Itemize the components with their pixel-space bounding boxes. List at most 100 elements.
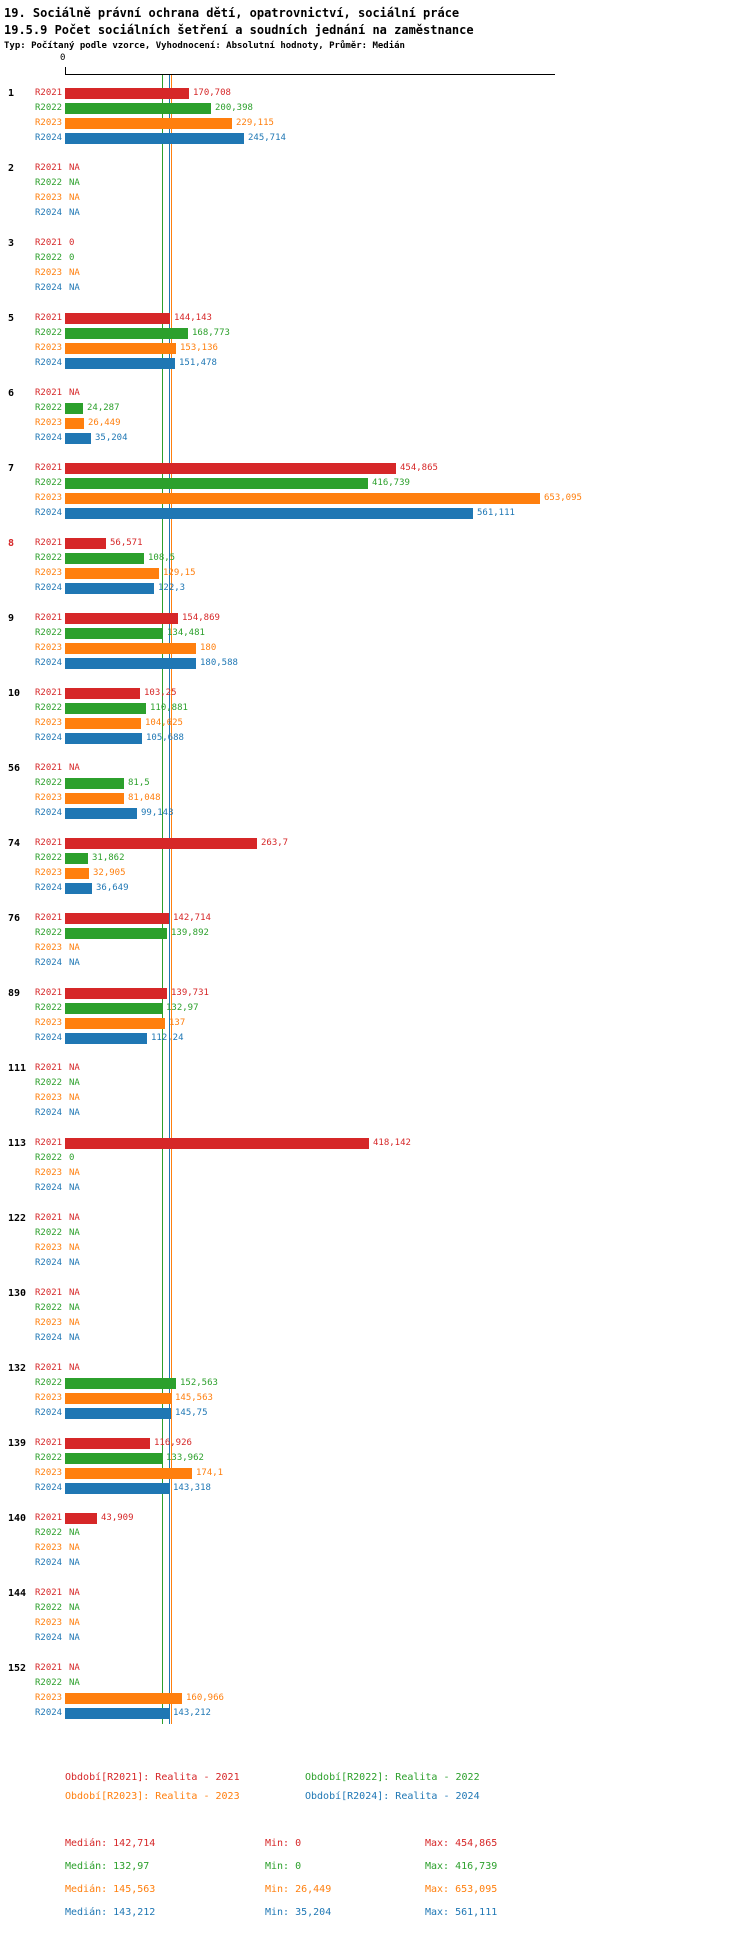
median-line-r2023 [170,75,172,1724]
series-label-10-r2023: R2023 [35,718,63,728]
value-label-74-r2021: 263,7 [261,838,289,848]
value-label-7-r2023: 653,095 [544,493,582,503]
series-label-132-r2023: R2023 [35,1393,63,1403]
value-label-76-r2024: NA [69,958,80,968]
stat-max-r2024: Max: 561,111 [425,1907,498,1918]
series-label-56-r2024: R2024 [35,808,63,818]
value-label-113-r2022: 0 [69,1153,75,1163]
series-label-140-r2023: R2023 [35,1543,63,1553]
series-label-130-r2023: R2023 [35,1318,63,1328]
value-label-7-r2022: 416,739 [372,478,410,488]
value-label-74-r2024: 36,649 [96,883,129,893]
value-label-76-r2023: NA [69,943,80,953]
series-label-144-r2022: R2022 [35,1603,63,1613]
value-label-111-r2021: NA [69,1063,80,1073]
legend-item-r2023: Období[R2023]: Realita - 2023 [65,1791,240,1802]
series-label-10-r2024: R2024 [35,733,63,743]
bar-89-r2021 [65,988,167,999]
series-label-111-r2021: R2021 [35,1063,63,1073]
series-label-111-r2023: R2023 [35,1093,63,1103]
series-label-122-r2024: R2024 [35,1258,63,1268]
value-label-130-r2024: NA [69,1333,80,1343]
bar-89-r2024 [65,1033,147,1044]
value-label-144-r2024: NA [69,1633,80,1643]
value-label-5-r2024: 151,478 [179,358,217,368]
bar-7-r2024 [65,508,473,519]
group-label-8: 8 [8,538,15,549]
bar-132-r2023 [65,1393,171,1404]
value-label-10-r2022: 110,881 [150,703,188,713]
value-label-144-r2023: NA [69,1618,80,1628]
series-label-132-r2024: R2024 [35,1408,63,1418]
value-label-89-r2024: 112,24 [151,1033,184,1043]
value-label-111-r2022: NA [69,1078,80,1088]
report-title-line2: 19.5.9 Počet sociálních šetření a soudní… [4,23,474,37]
bar-8-r2021 [65,538,106,549]
series-label-144-r2024: R2024 [35,1633,63,1643]
group-label-2: 2 [8,163,15,174]
series-label-7-r2022: R2022 [35,478,63,488]
value-label-140-r2023: NA [69,1543,80,1553]
value-label-9-r2021: 154,869 [182,613,220,623]
value-label-3-r2024: NA [69,283,80,293]
value-label-152-r2021: NA [69,1663,80,1673]
group-label-5: 5 [8,313,15,324]
value-label-9-r2024: 180,588 [200,658,238,668]
value-label-113-r2023: NA [69,1168,80,1178]
bar-139-r2024 [65,1483,169,1494]
stat-min-r2021: Min: 0 [265,1838,302,1849]
group-label-3: 3 [8,238,15,249]
bar-5-r2022 [65,328,188,339]
bar-7-r2023 [65,493,540,504]
series-label-2-r2021: R2021 [35,163,63,173]
value-label-132-r2021: NA [69,1363,80,1373]
series-label-8-r2022: R2022 [35,553,63,563]
value-label-6-r2024: 35,204 [95,433,128,443]
stat-min-r2024: Min: 35,204 [265,1907,332,1918]
bar-76-r2021 [65,913,169,924]
series-label-5-r2022: R2022 [35,328,63,338]
value-label-122-r2023: NA [69,1243,80,1253]
series-label-140-r2021: R2021 [35,1513,63,1523]
group-label-140: 140 [8,1513,27,1524]
value-label-10-r2023: 104,625 [145,718,183,728]
series-label-3-r2024: R2024 [35,283,63,293]
group-label-132: 132 [8,1363,27,1374]
value-label-89-r2022: 132,97 [166,1003,199,1013]
x-axis-zero-label: 0 [60,53,66,63]
value-label-7-r2021: 454,865 [400,463,438,473]
value-label-10-r2021: 103,25 [144,688,177,698]
median-line-r2024 [169,75,171,1724]
value-label-139-r2021: 116,926 [154,1438,192,1448]
series-label-74-r2024: R2024 [35,883,63,893]
bar-9-r2024 [65,658,196,669]
value-label-89-r2021: 139,731 [171,988,209,998]
series-label-5-r2024: R2024 [35,358,63,368]
value-label-132-r2022: 152,563 [180,1378,218,1388]
value-label-9-r2022: 134,481 [167,628,205,638]
value-label-111-r2024: NA [69,1108,80,1118]
bar-152-r2024 [65,1708,169,1719]
bar-1-r2024 [65,133,244,144]
series-label-130-r2024: R2024 [35,1333,63,1343]
series-label-140-r2024: R2024 [35,1558,63,1568]
bar-1-r2022 [65,103,211,114]
bar-9-r2023 [65,643,196,654]
series-label-132-r2021: R2021 [35,1363,63,1373]
series-label-111-r2022: R2022 [35,1078,63,1088]
series-label-113-r2023: R2023 [35,1168,63,1178]
series-label-122-r2023: R2023 [35,1243,63,1253]
value-label-2-r2022: NA [69,178,80,188]
stat-max-r2022: Max: 416,739 [425,1861,498,1872]
series-label-113-r2024: R2024 [35,1183,63,1193]
bar-74-r2024 [65,883,92,894]
series-label-5-r2021: R2021 [35,313,63,323]
group-label-89: 89 [8,988,21,999]
series-label-74-r2023: R2023 [35,868,63,878]
value-label-2-r2023: NA [69,193,80,203]
series-label-10-r2021: R2021 [35,688,63,698]
series-label-10-r2022: R2022 [35,703,63,713]
series-label-139-r2022: R2022 [35,1453,63,1463]
value-label-74-r2023: 32,905 [93,868,126,878]
series-label-2-r2022: R2022 [35,178,63,188]
